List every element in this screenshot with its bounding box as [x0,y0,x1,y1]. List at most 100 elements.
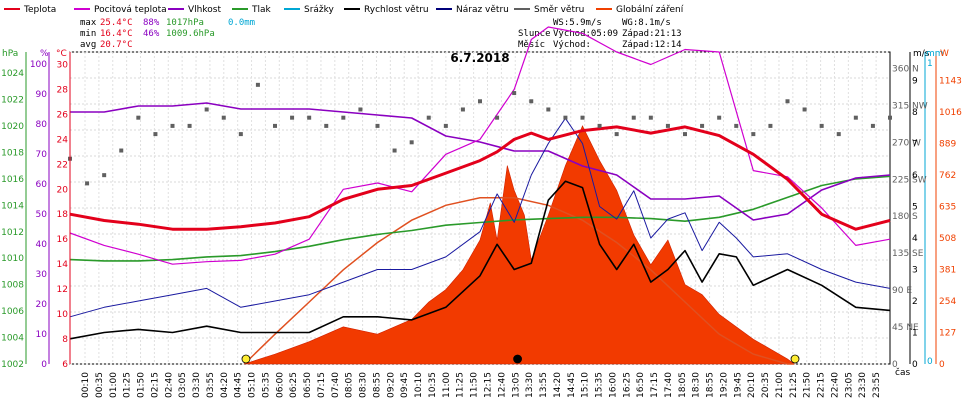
axis-hpa-tick-10: 1004 [1,334,24,344]
axis-x-tick-31: 13:05 [511,372,521,398]
wind-dir-point-35 [665,123,670,128]
wind-dir-point-4 [136,115,141,120]
solar-theoretical-line [243,197,795,365]
axis-x-tick-48: 20:10 [747,372,757,398]
axis-x-tick-22: 09:20 [386,372,396,398]
stat-min-label: min [80,29,96,39]
stat-moon-rise: Východ: [553,40,591,50]
stat-moon-label: Měsíc [518,40,545,50]
axis-x-tick-45: 18:55 [706,372,716,398]
axis-x-tick-15: 06:25 [289,372,299,398]
axis-hpa-tick-3: 1018 [1,148,24,158]
wind-dir-point-39 [734,123,739,128]
wind-dir-point-43 [802,107,807,112]
axis-x-tick-14: 06:00 [275,372,285,398]
axis-pct-tick-9: 10 [36,330,48,340]
axis-x-tick-0: 00:10 [81,372,91,398]
wind-direction-points [68,82,892,186]
feels-like-line [69,26,891,265]
stat-moon-set: Západ:12:14 [622,40,682,50]
solar-radiation [243,125,795,365]
axis-temp-tick-8: 14 [57,260,69,270]
stat-ws: WS:5.9m/s [553,18,602,28]
wind-dir-point-34 [648,115,653,120]
axis-x-tick-23: 09:45 [400,372,410,398]
axis-w-tick-4: 635 [939,203,956,213]
axis-temp-tick-12: 6 [62,360,68,370]
legend-label-1: Pocitová teplota [94,5,167,15]
axis-x-tick-51: 21:25 [789,372,799,398]
axis-hpa-tick-7: 1010 [1,254,24,264]
axis-x-tick-33: 13:55 [539,372,549,398]
axis-x-tick-12: 05:10 [248,372,258,398]
stat-wg: WG:8.1m/s [622,18,671,28]
axis-x-tick-25: 10:35 [428,372,438,398]
axis-x-tick-39: 16:25 [622,372,632,398]
wind-dir-point-27 [529,99,534,104]
axis-w-tick-2: 889 [939,140,956,150]
axes: hPa% °C1024102210201018101610141012101010… [1,49,962,398]
stat-avg-temp: 20.7°C [100,40,133,50]
axis-pct-tick-6: 40 [36,240,48,250]
axis-x-tick-24: 10:10 [414,372,424,398]
wind-dir-point-2 [102,173,107,178]
axis-dir-tick-4: 180 S [892,212,918,222]
axis-pct-tick-8: 20 [36,300,48,310]
axis-x-tick-43: 18:05 [678,372,688,398]
axis-temp-tick-5: 20 [57,185,69,195]
legend-label-8: Globální záření [616,5,684,15]
wind-dir-point-20 [409,140,414,145]
axis-dir-tick-8: 0 [892,360,898,370]
axis-x-tick-4: 01:50 [137,372,147,398]
axis-x-tick-27: 11:25 [456,372,466,398]
axis-x-tick-44: 18:30 [692,372,702,398]
axis-w-tick-1: 1016 [939,108,962,118]
wind-dir-point-25 [495,115,500,120]
wind-speed-line [69,180,891,340]
legend-label-2: Vlhkost [188,5,221,15]
axis-pct-tick-7: 30 [36,270,48,280]
axis-w-tick-5: 508 [939,234,956,244]
legend-label-0: Teplota [23,5,56,15]
wind-dir-point-46 [853,115,858,120]
axis-x-tick-8: 03:30 [192,372,202,398]
axis-w-tick-0: 1143 [939,77,962,87]
axis-pct-tick-5: 50 [36,210,48,220]
axis-x-tick-16: 06:50 [303,372,313,398]
axis-x-tick-2: 01:00 [109,372,119,398]
wind-dir-point-3 [119,148,124,153]
axis-w-tick-8: 127 [939,329,956,339]
stat-max-press: 1017hPa [166,18,204,28]
axis-x-tick-41: 17:15 [650,372,660,398]
axis-temp-tick-4: 22 [57,160,68,170]
axis-temp-tick-2: 26 [57,110,69,120]
wind-dir-point-30 [580,115,585,120]
axis-pct-tick-0: 100 [30,60,47,70]
wind-dir-point-38 [717,115,722,120]
wind-dir-point-5 [153,132,158,137]
wind-dir-point-24 [478,99,482,104]
wind-dir-point-12 [273,123,277,128]
wind-dir-point-29 [563,115,568,120]
axis-x-tick-26: 11:00 [442,372,452,398]
wind-dir-point-47 [870,123,875,128]
axis-pct-tick-2: 80 [36,120,48,130]
axis-x-tick-6: 02:40 [164,372,174,398]
axis-x-tick-56: 23:30 [858,372,868,398]
axis-x-tick-10: 04:20 [220,372,230,398]
legend-label-7: Směr větru [534,5,584,15]
axis-x-tick-5: 02:15 [150,372,160,398]
axis-pct-tick-10: 0 [41,360,47,370]
axis-x-tick-3: 01:25 [123,372,133,398]
axis-temp-tick-9: 12 [57,285,68,295]
wind-dir-point-22 [443,123,448,128]
axis-temp-tick-0: 30 [57,60,69,70]
stat-rain: 0.0mm [228,18,255,28]
axis-hpa-tick-8: 1008 [1,281,24,291]
axis-hpa-tick-6: 1012 [1,228,24,238]
wind-dir-point-6 [170,123,175,128]
wind-dir-point-28 [546,107,551,112]
wind-dir-point-45 [836,132,841,137]
axis-pct-tick-1: 90 [36,90,48,100]
marker-2 [513,354,522,364]
